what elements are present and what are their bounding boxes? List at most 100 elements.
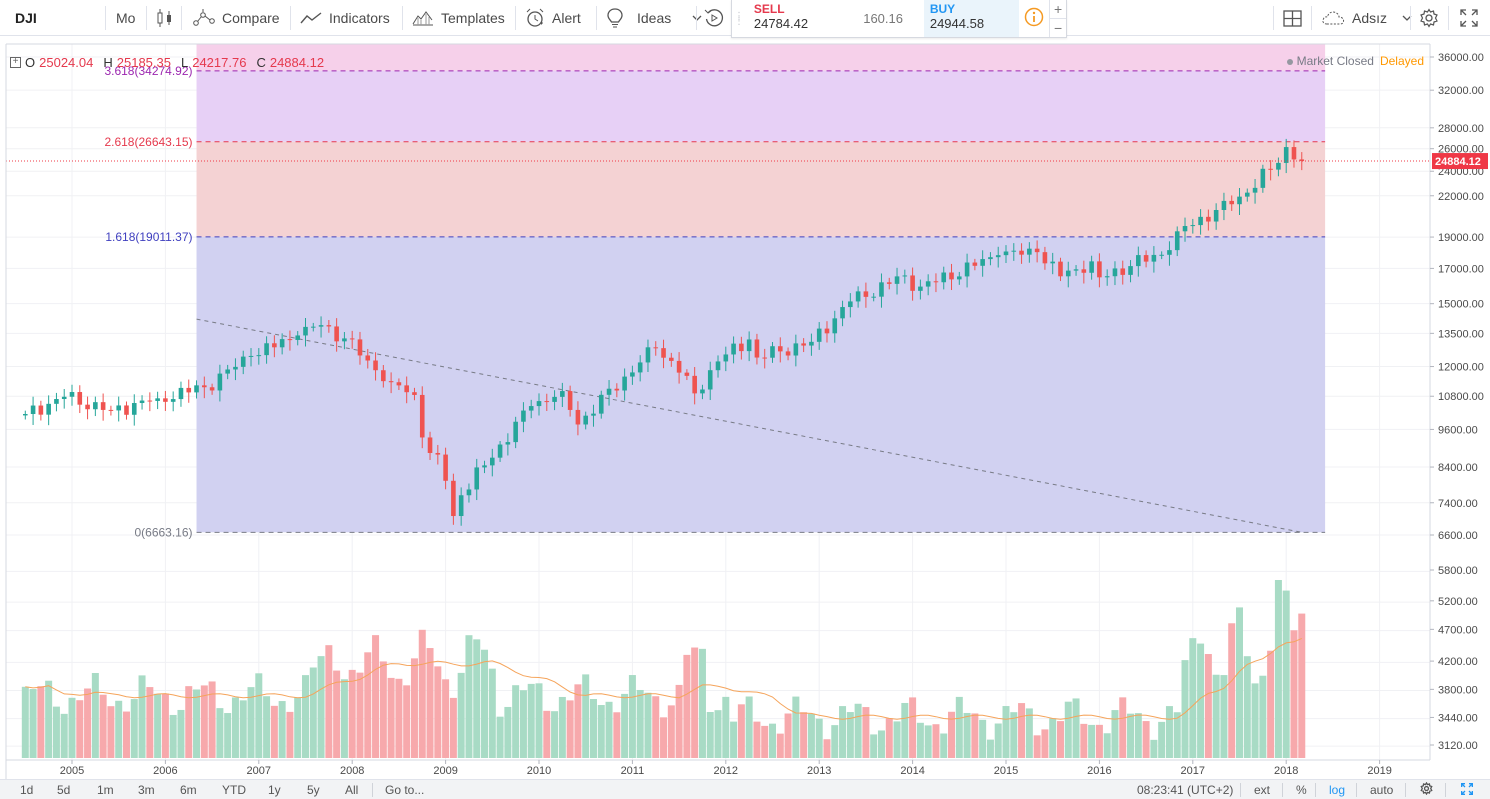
replay-button[interactable] bbox=[704, 0, 724, 36]
timeframe-3m[interactable]: 3m bbox=[138, 780, 155, 799]
percent-toggle[interactable]: % bbox=[1296, 780, 1307, 799]
volume-bar bbox=[1002, 706, 1010, 758]
interval-button[interactable]: Mo bbox=[116, 0, 135, 36]
candle-body bbox=[256, 355, 262, 357]
price-tick-label: 4700.00 bbox=[1438, 624, 1478, 636]
volume-bar bbox=[839, 706, 847, 758]
candle-body bbox=[303, 326, 308, 336]
buy-button[interactable]: BUY 24944.58 bbox=[923, 0, 1020, 37]
timeframe-1y[interactable]: 1y bbox=[268, 780, 281, 799]
chart-style-button[interactable] bbox=[156, 0, 174, 36]
volume-bar bbox=[948, 711, 956, 758]
volume-bar bbox=[224, 713, 232, 758]
volume-bar bbox=[761, 725, 769, 758]
price-tick-label: 10800.00 bbox=[1438, 391, 1484, 403]
indicators-button[interactable]: Indicators bbox=[300, 0, 390, 36]
templates-button[interactable]: Templates bbox=[412, 0, 505, 36]
candle-body bbox=[202, 385, 207, 388]
timeframe-label: 1y bbox=[268, 783, 281, 797]
minus-button[interactable]: − bbox=[1050, 18, 1066, 37]
volume-bar bbox=[722, 696, 730, 758]
timeframe-ytd[interactable]: YTD bbox=[222, 780, 246, 799]
candle-body bbox=[1252, 187, 1258, 193]
auto-toggle[interactable]: auto bbox=[1370, 780, 1393, 799]
volume-bar bbox=[613, 712, 621, 758]
volume-bar bbox=[512, 685, 520, 758]
ideas-button[interactable]: Ideas bbox=[606, 0, 702, 36]
volume-bar bbox=[84, 688, 92, 758]
percent-label: % bbox=[1296, 783, 1307, 797]
info-button[interactable] bbox=[1019, 0, 1049, 37]
volume-bar bbox=[1197, 643, 1205, 758]
compare-button[interactable]: Compare bbox=[193, 0, 280, 36]
volume-bar bbox=[932, 724, 940, 758]
volume-bar bbox=[1025, 708, 1033, 758]
volume-bar bbox=[333, 670, 341, 758]
ext-toggle[interactable]: ext bbox=[1254, 780, 1270, 799]
volume-bar bbox=[846, 712, 854, 758]
layout-button[interactable] bbox=[1283, 0, 1302, 36]
timeframe-5y[interactable]: 5y bbox=[307, 780, 320, 799]
volume-bar bbox=[683, 654, 691, 758]
candle-body bbox=[988, 257, 993, 260]
fullscreen-button[interactable] bbox=[1460, 0, 1478, 36]
divider bbox=[1282, 783, 1283, 797]
templates-icon bbox=[412, 10, 434, 26]
timeframe-1m[interactable]: 1m bbox=[97, 780, 114, 799]
chart-settings-button[interactable] bbox=[1420, 780, 1433, 799]
volume-bar bbox=[1165, 706, 1173, 758]
volume-bar bbox=[1041, 729, 1049, 758]
market-status-text: Market Closed bbox=[1296, 54, 1374, 68]
drag-handle[interactable]: ⋮ ⋮ bbox=[733, 10, 744, 27]
price-chart[interactable]: 3.618(34274.92) 2.618(26643.15) 1.618(1901… bbox=[0, 38, 1490, 779]
candle-body bbox=[178, 387, 184, 400]
volume-bar bbox=[628, 675, 636, 758]
candle-body bbox=[1089, 261, 1094, 273]
divider bbox=[105, 6, 106, 30]
timeframe-all[interactable]: All bbox=[345, 780, 358, 799]
volume-bar bbox=[107, 706, 115, 758]
fib-level-label: 1.618(19011.37) bbox=[105, 230, 192, 244]
goto-button[interactable]: Go to... bbox=[385, 780, 424, 799]
volume-bar bbox=[278, 701, 286, 758]
log-toggle[interactable]: log bbox=[1329, 780, 1345, 799]
candle-body bbox=[700, 389, 705, 394]
volume-bar bbox=[379, 661, 387, 758]
volume-bar bbox=[1119, 697, 1127, 758]
legend-toggle-icon[interactable]: + bbox=[10, 57, 21, 68]
candle-body bbox=[209, 387, 215, 391]
volume-bar bbox=[1259, 675, 1267, 758]
candle-body bbox=[941, 272, 947, 283]
alert-button[interactable]: Alert bbox=[525, 0, 581, 36]
volume-bar bbox=[1228, 623, 1236, 758]
last-price-label: 24884.12 bbox=[1435, 156, 1481, 168]
candle-body bbox=[147, 400, 153, 402]
candles bbox=[23, 138, 1305, 526]
account-menu[interactable]: Adsız bbox=[1321, 0, 1412, 36]
symbol-search[interactable]: DJI bbox=[15, 0, 37, 36]
last-price-badge bbox=[1432, 153, 1488, 170]
candle-body bbox=[1206, 216, 1211, 222]
timeframe-6m[interactable]: 6m bbox=[180, 780, 197, 799]
candle-body bbox=[54, 399, 59, 404]
plus-button[interactable]: + bbox=[1053, 1, 1063, 17]
maximize-button[interactable] bbox=[1461, 780, 1473, 799]
candle-body bbox=[754, 339, 760, 358]
clock-display[interactable]: 08:23:41 (UTC+2) bbox=[1137, 780, 1233, 799]
candle-body bbox=[30, 405, 36, 415]
volume-bar bbox=[185, 686, 193, 758]
candle-body bbox=[139, 400, 145, 404]
volume-bars bbox=[21, 580, 1306, 758]
volume-bar bbox=[76, 700, 84, 758]
price-tick-label: 36000.00 bbox=[1438, 52, 1484, 64]
timeframe-5d[interactable]: 5d bbox=[57, 780, 70, 799]
bottom-toolbar: 1d 5d 1m 3m 6m YTD 1y 5y All Go to... 08… bbox=[0, 779, 1490, 799]
sell-button[interactable]: SELL 24784.42 bbox=[746, 0, 842, 37]
volume-bar bbox=[122, 711, 130, 758]
settings-button[interactable] bbox=[1419, 0, 1439, 36]
volume-bar bbox=[1142, 721, 1150, 758]
candle-body bbox=[1276, 162, 1281, 170]
candle-body bbox=[23, 414, 28, 416]
volume-bar bbox=[52, 706, 60, 758]
timeframe-1d[interactable]: 1d bbox=[20, 780, 33, 799]
